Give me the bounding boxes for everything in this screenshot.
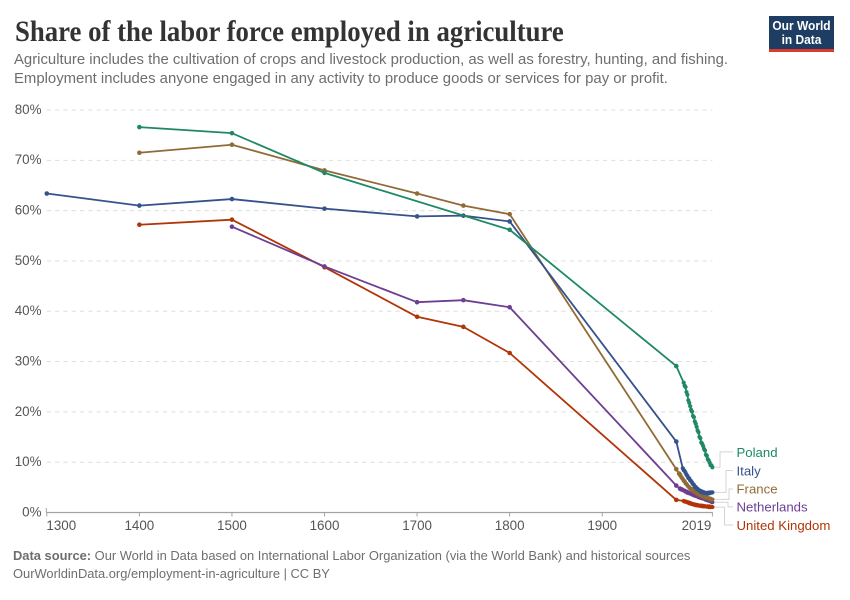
- svg-text:1700: 1700: [402, 518, 432, 533]
- svg-text:1300: 1300: [46, 518, 76, 533]
- svg-text:1500: 1500: [217, 518, 247, 533]
- svg-text:1900: 1900: [587, 518, 617, 533]
- svg-text:Italy: Italy: [737, 464, 762, 479]
- svg-text:2019: 2019: [682, 518, 712, 533]
- svg-text:70%: 70%: [15, 152, 42, 167]
- svg-text:20%: 20%: [15, 404, 42, 419]
- svg-text:40%: 40%: [15, 303, 42, 318]
- svg-text:50%: 50%: [15, 253, 42, 268]
- svg-text:Netherlands: Netherlands: [737, 499, 809, 514]
- svg-text:10%: 10%: [15, 454, 42, 469]
- svg-text:France: France: [737, 482, 778, 497]
- svg-text:United Kingdom: United Kingdom: [737, 518, 831, 533]
- svg-text:Poland: Poland: [737, 445, 778, 460]
- svg-text:30%: 30%: [15, 353, 42, 368]
- svg-text:0%: 0%: [22, 504, 41, 519]
- svg-text:1600: 1600: [310, 518, 340, 533]
- svg-text:80%: 80%: [15, 102, 42, 117]
- svg-text:60%: 60%: [15, 203, 42, 218]
- svg-text:1800: 1800: [495, 518, 525, 533]
- svg-text:1400: 1400: [124, 518, 154, 533]
